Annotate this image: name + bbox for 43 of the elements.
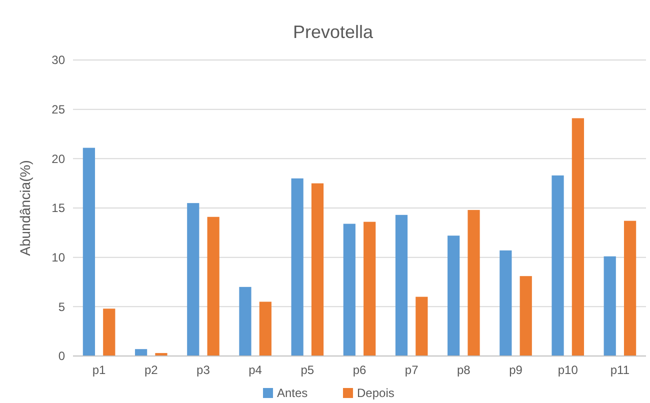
x-tick-label: p3 (196, 363, 210, 377)
bar (552, 175, 564, 356)
y-tick-label: 20 (52, 152, 66, 166)
chart-title: Prevotella (292, 22, 374, 42)
y-axis-title: Abundância(%) (17, 160, 33, 256)
bar (364, 222, 376, 356)
y-tick-label: 15 (52, 201, 66, 216)
legend-label: Depois (357, 386, 394, 400)
bar (448, 236, 460, 356)
bar (468, 210, 480, 356)
y-tick-label: 5 (58, 300, 66, 314)
x-tick-label: p10 (558, 363, 578, 377)
x-tick-label: p2 (144, 363, 158, 377)
bar (239, 286, 252, 356)
bar (187, 203, 200, 356)
legend-label: Antes (277, 386, 308, 400)
x-tick-label: p9 (509, 363, 523, 377)
bar (291, 178, 304, 356)
bar (259, 302, 272, 356)
x-tick-label: p1 (92, 363, 106, 377)
bar (604, 256, 616, 356)
bar (572, 118, 584, 356)
x-tick-label: p7 (404, 363, 419, 377)
bar (103, 308, 116, 356)
bar (207, 216, 220, 356)
x-tick-label: p5 (300, 363, 314, 377)
bar (500, 250, 512, 356)
x-tick-label: p8 (457, 363, 471, 377)
y-tick-label: 10 (52, 250, 66, 265)
bar (134, 349, 148, 356)
x-tick-label: p4 (248, 363, 262, 377)
x-tick-label: p11 (610, 363, 630, 377)
bar (82, 148, 96, 356)
bar (343, 224, 356, 356)
x-tick-label: p6 (352, 363, 366, 377)
bar (311, 183, 324, 356)
bar (520, 276, 532, 356)
bar (395, 214, 408, 356)
y-tick-label: 25 (52, 102, 66, 117)
bar (624, 220, 636, 356)
bar (416, 296, 428, 356)
y-tick-label: 30 (52, 53, 66, 68)
y-tick-label: 0 (58, 349, 66, 364)
